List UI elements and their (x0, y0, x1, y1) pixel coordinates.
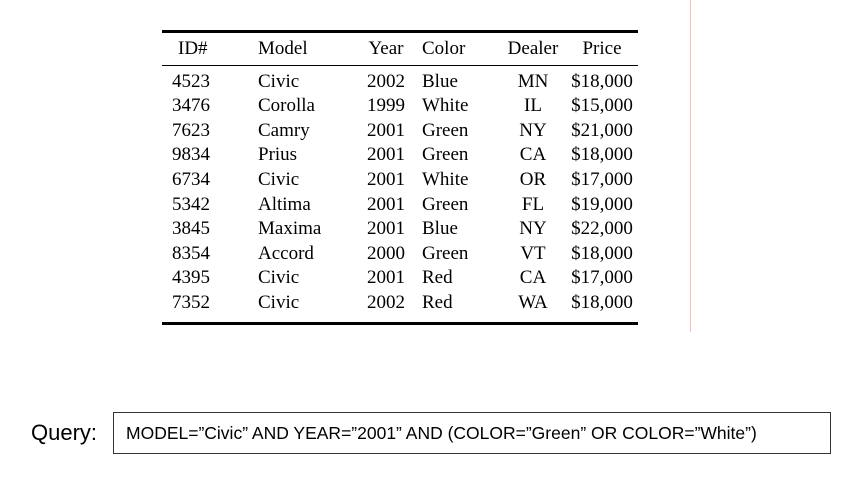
table-header-row: ID# Model Year Color Dealer Price (162, 31, 638, 66)
cell-model: Maxima (258, 218, 322, 240)
cell-id: 7623 (172, 119, 210, 141)
cell-color: White (422, 95, 469, 117)
table-row: 9834 Prius 2001 Green CA $18,000 (162, 143, 638, 168)
cell-color: Green (422, 119, 469, 141)
cell-dealer: WA (518, 291, 548, 313)
cell-price: $21,000 (571, 119, 633, 141)
cell-model: Camry (258, 119, 310, 141)
cell-price: $22,000 (571, 218, 633, 240)
header-color: Color (422, 38, 466, 59)
cell-price: $19,000 (571, 193, 633, 215)
cell-color: White (422, 168, 469, 190)
cell-id: 6734 (172, 168, 210, 190)
cell-color: Green (422, 242, 469, 264)
cell-color: Green (422, 193, 469, 215)
cell-dealer: CA (519, 267, 547, 289)
cell-id: 5342 (172, 193, 210, 215)
cell-color: Green (422, 144, 469, 166)
car-table: ID# Model Year Color Dealer Price 4523 C… (162, 30, 638, 325)
table-row: 7352 Civic 2002 Red WA $18,000 (162, 291, 638, 323)
cell-price: $18,000 (571, 144, 633, 166)
query-label: Query: (31, 420, 98, 445)
cell-dealer: VT (520, 242, 546, 264)
table-row: 4395 Civic 2001 Red CA $17,000 (162, 266, 638, 291)
cell-model: Accord (258, 242, 314, 264)
table-row: 7623 Camry 2001 Green NY $21,000 (162, 119, 638, 144)
header-model: Model (258, 38, 308, 59)
cell-id: 4523 (172, 70, 210, 92)
cell-year: 2001 (367, 119, 405, 141)
cell-id: 7352 (172, 291, 210, 313)
cell-price: $18,000 (571, 242, 633, 264)
query-box: MODEL=”Civic” AND YEAR=”2001” AND (COLOR… (113, 412, 831, 454)
cell-model: Prius (258, 144, 298, 166)
cell-year: 2002 (367, 70, 405, 92)
cell-id: 4395 (172, 267, 210, 289)
cell-color: Blue (422, 218, 458, 240)
cell-id: 3476 (172, 95, 210, 117)
cell-model: Corolla (258, 95, 315, 117)
cell-dealer: NY (519, 119, 547, 141)
vertical-divider (690, 0, 691, 332)
cell-model: Altima (258, 193, 311, 215)
cell-year: 2001 (367, 168, 405, 190)
cell-price: $15,000 (571, 95, 633, 117)
cell-dealer: FL (521, 193, 545, 215)
cell-model: Civic (258, 70, 300, 92)
cell-color: Red (422, 267, 453, 289)
cell-year: 1999 (367, 95, 405, 117)
cell-id: 8354 (172, 242, 210, 264)
cell-color: Blue (422, 70, 458, 92)
cell-id: 3845 (172, 218, 210, 240)
cell-year: 2000 (367, 242, 405, 264)
table-row: 6734 Civic 2001 White OR $17,000 (162, 168, 638, 193)
header-id: ID# (178, 38, 208, 59)
cell-dealer: OR (519, 168, 547, 190)
cell-model: Civic (258, 291, 300, 313)
table-row: 3476 Corolla 1999 White IL $15,000 (162, 94, 638, 119)
cell-year: 2001 (367, 218, 405, 240)
cell-year: 2001 (367, 193, 405, 215)
cell-year: 2002 (367, 291, 405, 313)
cell-price: $17,000 (571, 168, 633, 190)
cell-id: 9834 (172, 144, 210, 166)
table-row: 3845 Maxima 2001 Blue NY $22,000 (162, 217, 638, 242)
table-row: 4523 Civic 2002 Blue MN $18,000 (162, 65, 638, 94)
cell-model: Civic (258, 168, 300, 190)
cell-dealer: NY (519, 218, 547, 240)
cell-dealer: MN (517, 70, 549, 92)
cell-year: 2001 (367, 267, 405, 289)
cell-model: Civic (258, 267, 300, 289)
cell-year: 2001 (367, 144, 405, 166)
cell-color: Red (422, 291, 453, 313)
cell-price: $17,000 (571, 267, 633, 289)
cell-price: $18,000 (571, 291, 633, 313)
table-row: 5342 Altima 2001 Green FL $19,000 (162, 193, 638, 218)
header-price: Price (582, 38, 622, 59)
cell-dealer: IL (524, 95, 542, 117)
table-row: 8354 Accord 2000 Green VT $18,000 (162, 242, 638, 267)
header-year: Year (368, 38, 404, 59)
header-dealer: Dealer (507, 38, 559, 59)
cell-price: $18,000 (571, 70, 633, 92)
cell-dealer: CA (519, 144, 547, 166)
